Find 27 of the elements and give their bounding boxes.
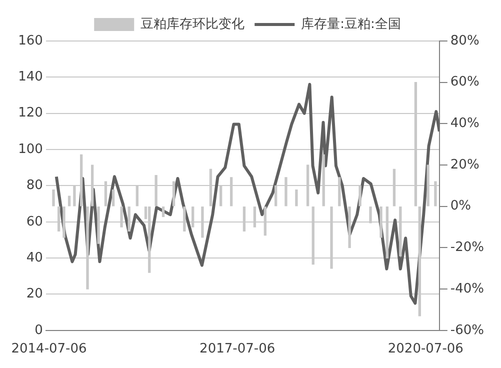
bar	[52, 190, 55, 206]
y-tick-label: 40	[26, 250, 43, 266]
y2-tick-label: 60%	[450, 74, 480, 90]
y-tick-label: 80	[26, 178, 43, 194]
y-tick-label: 160	[18, 33, 43, 48]
y-tick-label: 120	[18, 106, 43, 121]
y2-tick-label: 80%	[450, 33, 480, 48]
x-tick-label: 2014-07-06	[11, 342, 87, 357]
bar	[112, 190, 115, 206]
y-tick-label: 60	[26, 214, 43, 230]
bar	[68, 196, 71, 206]
bar	[295, 190, 298, 206]
y2-tick-label: 40%	[450, 116, 480, 132]
x-tick-label: 2017-07-06	[200, 342, 276, 357]
legend-label: 豆粕库存环比变化	[140, 16, 245, 32]
y2-tick-label: -40%	[450, 281, 484, 296]
y2-tick-label: -20%	[450, 240, 484, 256]
legend-label: 库存量:豆粕:全国	[301, 16, 401, 32]
y-tick-label: 100	[18, 142, 43, 157]
x-tick-label: 2020-07-06	[388, 342, 464, 357]
y-tick-label: 0	[34, 322, 43, 338]
y2-tick-label: -60%	[450, 322, 484, 338]
y-tick-label: 140	[18, 70, 43, 85]
y-tick-label: 20	[26, 286, 43, 302]
y2-tick-label: 20%	[450, 157, 480, 172]
y2-tick-label: 0%	[450, 198, 472, 214]
bar	[162, 206, 165, 218]
